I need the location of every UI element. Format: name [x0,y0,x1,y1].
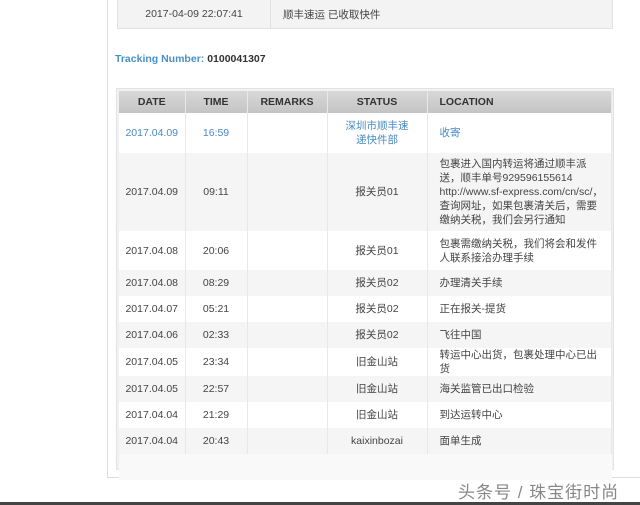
cell-remarks [247,376,328,402]
cell-date: 2017.04.06 [119,322,186,348]
spacer-row [119,454,612,480]
cell-date: 2017.04.07 [119,296,186,322]
cell-status: kaixinbozai [327,428,428,454]
watermark: 头条号 / 珠宝街时尚 [458,483,620,502]
cell-date: 2017.04.09 [119,113,186,153]
tracking-number: Tracking Number: 0100041307 [115,53,266,65]
cell-remarks [247,270,328,296]
cell-location: 正在报关-提货 [427,296,612,322]
cell-location: 海关监管已出口检验 [427,376,612,402]
tracking-table-frame: DATE TIME REMARKS STATUS LOCATION 2017.0… [116,88,614,480]
header-location: LOCATION [427,91,612,113]
previous-datetime: 2017-04-09 22:07:41 [118,0,271,28]
previous-message: 顺丰速运 已收取快件 [283,8,381,21]
table-header: DATE TIME REMARKS STATUS LOCATION [119,91,612,113]
cell-status: 旧金山站 [327,402,428,428]
table-row: 2017.04.04 21:29 旧金山站 到达运转中心 [119,402,612,428]
cell-date: 2017.04.05 [119,348,186,376]
cell-date: 2017.04.08 [119,270,186,296]
cell-status: 报关员02 [327,322,428,348]
table-row: 2017.04.04 20:43 kaixinbozai 面单生成 [119,428,612,454]
cell-time: 22:57 [185,376,248,402]
cell-status: 报关员02 [327,270,428,296]
cell-location[interactable]: 收寄 [427,113,612,153]
cell-remarks [247,296,328,322]
cell-status: 报关员02 [327,296,428,322]
cell-location: 包裹进入国内转运将通过顺丰派送，顺丰单号929596155614 http://… [427,153,612,231]
cell-location: 到达运转中心 [427,402,612,428]
cell-location: 包裹需缴纳关税，我们将会和发件人联系接洽办理手续 [427,231,612,270]
table-row: 2017.04.06 02:33 报关员02 飞往中国 [119,322,612,348]
table-row: 2017.04.09 16:59 深圳市顺丰速递快件部 收寄 [119,113,612,153]
header-status: STATUS [327,91,428,113]
cell-status: 报关员01 [327,153,428,231]
cell-status[interactable]: 深圳市顺丰速递快件部 [327,113,428,153]
table-row: 2017.04.05 22:57 旧金山站 海关监管已出口检验 [119,376,612,402]
header-remarks: REMARKS [247,91,328,113]
cell-remarks [247,428,328,454]
cell-date: 2017.04.04 [119,402,186,428]
cell-remarks [247,348,328,376]
cell-date: 2017.04.04 [119,428,186,454]
cell-time: 05:21 [185,296,248,322]
tracking-label: Tracking Number: [115,53,205,65]
cell-location: 办理清关手续 [427,270,612,296]
cell-remarks [247,322,328,348]
cell-date: 2017.04.08 [119,231,186,270]
tracking-table: DATE TIME REMARKS STATUS LOCATION 2017.0… [119,91,612,480]
cell-time: 02:33 [185,322,248,348]
cell-remarks [247,153,328,231]
cell-date: 2017.04.09 [119,153,186,231]
cell-location: 转运中心出货，包裹处理中心已出货 [427,348,612,376]
cell-status: 旧金山站 [327,376,428,402]
table-row: 2017.04.09 09:11 报关员01 包裹进入国内转运将通过顺丰派送，顺丰单号… [119,153,612,231]
cell-time: 08:29 [185,270,248,296]
tracking-value: 0100041307 [207,53,266,65]
cell-remarks [247,113,328,153]
table-row: 2017.04.08 08:29 报关员02 办理清关手续 [119,270,612,296]
cell-date: 2017.04.05 [119,376,186,402]
table-row: 2017.04.05 23:34 旧金山站 转运中心出货，包裹处理中心已出货 [119,348,612,376]
table-row: 2017.04.07 05:21 报关员02 正在报关-提货 [119,296,612,322]
table-row: 2017.04.08 20:06 报关员01 包裹需缴纳关税，我们将会和发件人联系接洽… [119,231,612,270]
cell-location: 面单生成 [427,428,612,454]
cell-time: 23:34 [185,348,248,376]
cell-location: 飞往中国 [427,322,612,348]
cell-remarks [247,231,328,270]
cell-time: 20:43 [185,428,248,454]
cell-time: 21:29 [185,402,248,428]
header-date: DATE [119,91,186,113]
cell-status: 报关员01 [327,231,428,270]
cell-time: 20:06 [185,231,248,270]
header-time: TIME [185,91,248,113]
cell-status: 旧金山站 [327,348,428,376]
previous-tracking-row: 2017-04-09 22:07:41 顺丰速运 已收取快件 [117,0,613,29]
cell-time: 16:59 [185,113,248,153]
cell-remarks [247,402,328,428]
bottom-bar [0,502,640,505]
cell-time: 09:11 [185,153,248,231]
